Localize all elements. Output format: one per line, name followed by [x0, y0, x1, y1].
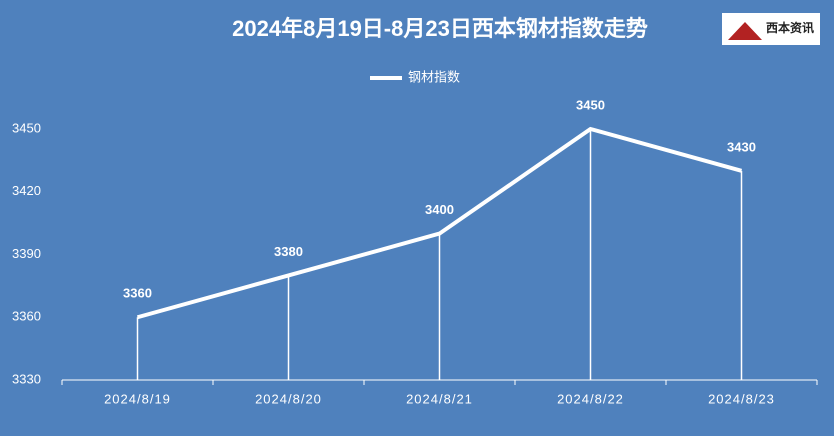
logo-text: 西本资讯	[766, 20, 814, 35]
y-tick-label: 3360	[12, 309, 41, 324]
logo-icon	[728, 22, 762, 40]
data-label: 3430	[727, 139, 756, 154]
y-tick-label: 3450	[12, 120, 41, 135]
y-tick-label: 3420	[12, 183, 41, 198]
data-label: 3360	[123, 286, 152, 301]
x-tick-label: 2024/8/22	[557, 391, 624, 406]
x-tick-label: 2024/8/23	[708, 391, 775, 406]
x-tick-label: 2024/8/20	[255, 391, 322, 406]
data-label: 3450	[576, 97, 605, 112]
data-label: 3380	[274, 244, 303, 259]
line	[136, 126, 743, 320]
y-tick-label: 3390	[12, 246, 41, 261]
legend-label: 钢材指数	[408, 69, 460, 84]
x-tick-label: 2024/8/21	[406, 391, 473, 406]
chart-title: 2024年8月19日-8月23日西本钢材指数走势	[232, 16, 648, 41]
x-tick-label: 2024/8/19	[104, 391, 171, 406]
data-label: 3400	[425, 202, 454, 217]
y-tick-label: 3330	[12, 371, 41, 386]
